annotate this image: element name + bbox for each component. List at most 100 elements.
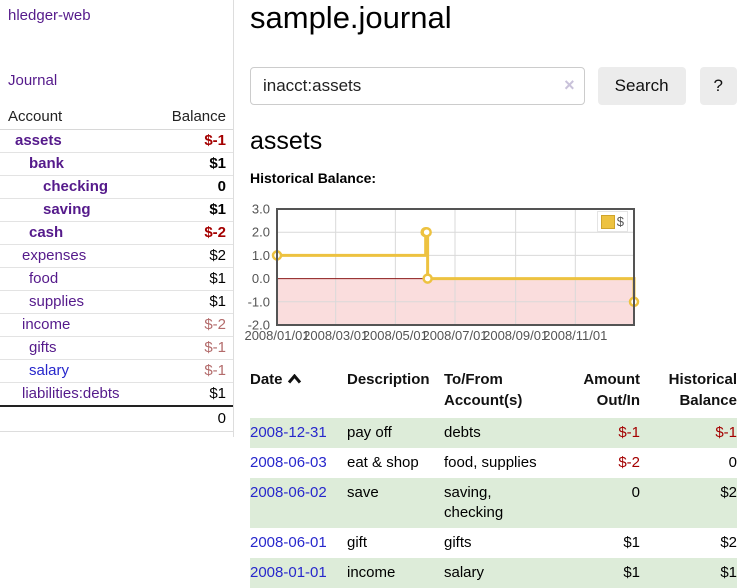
account-link[interactable]: assets	[15, 132, 62, 149]
register-row: 2008-06-01 gift gifts $1 $2	[250, 528, 737, 558]
accounts-total-balance: 0	[0, 405, 233, 432]
historical-balance-chart[interactable]: 3.0 2.0 1.0 0.0 -1.0 -2.0 2008/01/01 2008/03/01…	[244, 202, 737, 349]
account-link[interactable]: supplies	[29, 293, 85, 310]
accounts-total-row: 0	[0, 405, 233, 432]
search-form: × Search ?	[250, 67, 737, 105]
legend-label: $	[616, 214, 624, 229]
sidebar: hledger-web Journal Account Balance asse…	[0, 0, 233, 432]
register-amount: $-1	[618, 424, 640, 441]
account-link[interactable]: expenses	[22, 247, 87, 264]
column-header-date[interactable]: Date	[250, 367, 347, 418]
dollar-series-swatch-icon	[600, 214, 615, 229]
account-balance: $1	[147, 382, 233, 407]
account-balance: $-1	[147, 359, 233, 383]
register-row: 2008-12-31 pay off debts $-1 $-1	[250, 418, 737, 448]
account-row: saving $1	[0, 198, 233, 222]
account-link[interactable]: salary	[29, 362, 70, 379]
svg-text:2008/03/01: 2008/03/01	[303, 328, 368, 343]
register-amount: $1	[623, 534, 640, 551]
svg-text:2008/05/01: 2008/05/01	[363, 328, 428, 343]
account-link[interactable]: food	[29, 270, 59, 287]
register-row: 2008-06-02 save saving, checking 0 $2	[250, 478, 737, 528]
svg-text:0.0: 0.0	[252, 271, 270, 286]
clear-search-icon[interactable]: ×	[564, 75, 575, 95]
register-accounts: debts	[444, 424, 481, 441]
svg-text:2008/01/01: 2008/01/01	[244, 328, 309, 343]
account-link[interactable]: saving	[43, 201, 91, 218]
account-link[interactable]: liabilities:debts	[22, 385, 120, 402]
account-balance: $-2	[147, 221, 233, 245]
account-link[interactable]: bank	[29, 155, 65, 172]
accounts-header-balance: Balance	[147, 105, 233, 130]
svg-text:1.0: 1.0	[252, 248, 270, 263]
account-balance: $1	[147, 152, 233, 176]
account-row: salary $-1	[0, 359, 233, 383]
account-heading: assets	[250, 127, 323, 155]
register-body: 2008-12-31 pay off debts $-1 $-1 2008-06-03 ea…	[250, 418, 737, 588]
register-date-link[interactable]: 2008-06-03	[250, 454, 327, 471]
account-row: gifts $-1	[0, 336, 233, 360]
register-balance: $2	[720, 534, 737, 551]
sidebar-divider	[233, 0, 234, 437]
register-description: eat & shop	[347, 454, 419, 471]
register-accounts: food, supplies	[444, 454, 537, 471]
account-row: income $-2	[0, 313, 233, 337]
account-link[interactable]: checking	[43, 178, 109, 195]
account-balance: $-1	[147, 129, 233, 153]
nav-journal-link[interactable]: Journal	[8, 72, 58, 89]
chart-title: Historical Balance:	[250, 170, 377, 186]
account-row: cash $-2	[0, 221, 233, 245]
accounts-body: assets $-1 bank $1 checking 0 saving $1 cash $-2 e…	[0, 129, 233, 407]
svg-text:2008/11/01: 2008/11/01	[543, 328, 607, 343]
register-table: Date Description To/From Account(s) Amou…	[250, 367, 737, 588]
date-header-label: Date	[250, 371, 283, 388]
account-row: bank $1	[0, 152, 233, 176]
register-amount: 0	[631, 484, 640, 501]
register-amount: $-2	[618, 454, 640, 471]
register-description: save	[347, 484, 379, 501]
brand-link[interactable]: hledger-web	[8, 7, 91, 24]
register-date-link[interactable]: 2008-06-01	[250, 534, 327, 551]
column-header-description: Description	[347, 371, 430, 388]
account-balance: $1	[147, 198, 233, 222]
search-input[interactable]	[250, 67, 585, 105]
column-header-tofrom: To/From Account(s)	[444, 371, 523, 409]
account-row: expenses $2	[0, 244, 233, 268]
chart-canvas[interactable]: 3.0 2.0 1.0 0.0 -1.0 -2.02008/01/012008/03/01…	[244, 202, 737, 349]
svg-text:3.0: 3.0	[252, 202, 270, 217]
account-balance: $-1	[147, 336, 233, 360]
main-content: sample.journal × Search ? assets Histori…	[244, 0, 737, 588]
register-description: gift	[347, 534, 368, 551]
register-date-link[interactable]: 2008-06-02	[250, 484, 327, 501]
page-title: sample.journal	[250, 0, 452, 35]
account-row: assets $-1	[0, 129, 233, 153]
account-link[interactable]: cash	[29, 224, 64, 241]
search-button[interactable]: Search	[597, 67, 686, 105]
help-button[interactable]: ?	[699, 67, 737, 105]
register-accounts: saving, checking	[444, 484, 504, 521]
svg-text:2008/09/01: 2008/09/01	[483, 328, 548, 343]
register-description: income	[347, 564, 396, 581]
accounts-header-row: Account Balance	[0, 105, 233, 130]
sort-ascending-caret-icon	[287, 373, 301, 384]
account-link[interactable]: income	[22, 316, 71, 333]
account-balance: 0	[147, 175, 233, 199]
column-header-balance: Historical Balance	[668, 371, 737, 409]
register-date-link[interactable]: 2008-01-01	[250, 564, 327, 581]
accounts-table: Account Balance assets $-1 bank $1 checking 0…	[0, 105, 233, 432]
register-balance: $1	[720, 564, 737, 581]
register-date-link[interactable]: 2008-12-31	[250, 424, 327, 441]
register-accounts: salary	[444, 564, 485, 581]
svg-text:2.0: 2.0	[252, 225, 270, 240]
account-row: supplies $1	[0, 290, 233, 314]
accounts-header-account: Account	[0, 105, 148, 130]
svg-text:-1.0: -1.0	[248, 294, 270, 309]
account-balance: $1	[147, 267, 233, 291]
register-amount: $1	[623, 564, 640, 581]
register-accounts: gifts	[444, 534, 472, 551]
column-header-amount: Amount Out/In	[583, 371, 640, 409]
register-row: 2008-01-01 income salary $1 $1	[250, 558, 737, 588]
account-link[interactable]: gifts	[29, 339, 57, 356]
account-row: checking 0	[0, 175, 233, 199]
svg-text:2008/07/01: 2008/07/01	[422, 328, 487, 343]
